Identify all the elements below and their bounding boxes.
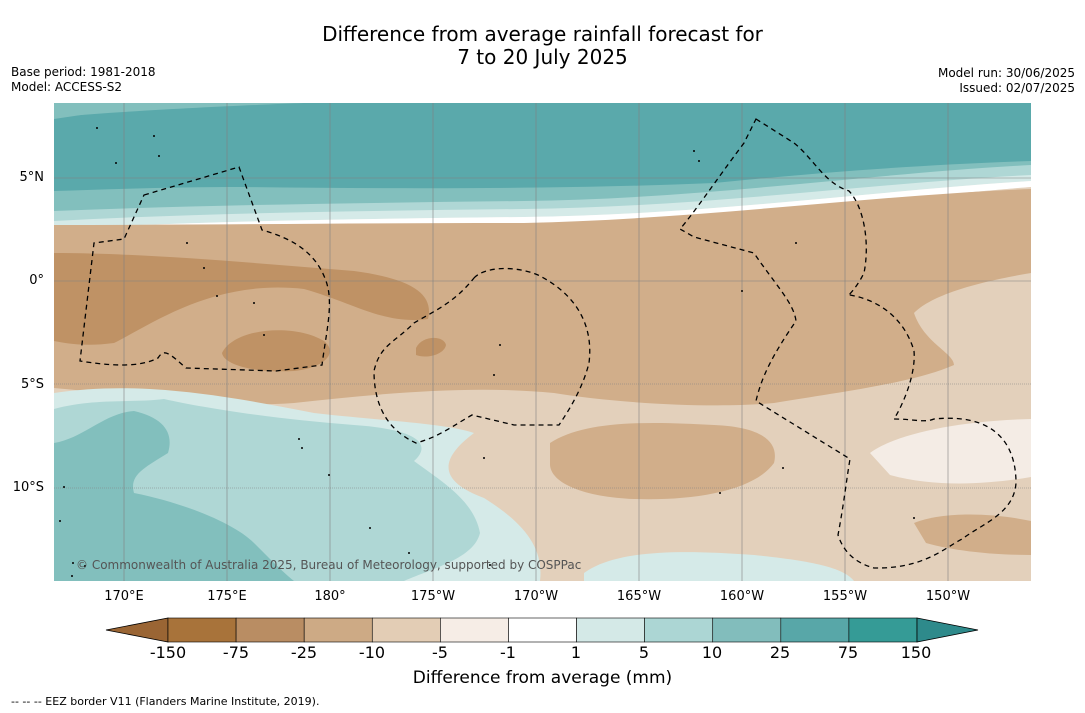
rainfall-anomaly-map: [54, 103, 1031, 581]
model-run-text: Model run: 30/06/2025: [937, 66, 1075, 80]
wet-band-strong: [54, 103, 1031, 191]
colorbar-tick: -25: [290, 643, 318, 662]
colorbar-bin: [712, 617, 782, 643]
colorbar-bin: [848, 617, 918, 643]
eez-legend-footer: -- -- -- EEZ border V11 (Flanders Marine…: [11, 695, 320, 708]
dry-faint-east: [870, 419, 1031, 484]
eez-west: [79, 166, 331, 372]
lon-label-175e: 175°E: [207, 589, 247, 604]
lat-label-10s: 10°S: [12, 480, 44, 495]
lon-label-150w: 150°W: [925, 589, 971, 604]
gridlines: [54, 103, 1031, 581]
colorbar-bin: [780, 617, 850, 643]
wet-south-patch: [584, 552, 854, 581]
lon-label-180: 180°: [314, 589, 346, 604]
base-period-text: Base period: 1981-2018: [11, 65, 156, 79]
lon-label-165w: 165°W: [616, 589, 662, 604]
dry-mid-south: [549, 422, 775, 500]
lat-label-5n: 5°N: [19, 170, 45, 185]
dry-strong-blob-small: [416, 337, 446, 357]
dry-strong-zone-west: [54, 253, 430, 345]
model-text: Model: ACCESS-S2: [11, 80, 123, 94]
dry-east-patch: [914, 514, 1031, 555]
colorbar-bin: [644, 617, 714, 643]
wet-band-top-edge: [54, 103, 174, 119]
eez-northeast: [678, 118, 1017, 569]
meta-left: Base period: 1981-2018 Model: ACCESS-S2: [11, 65, 156, 95]
lon-label-155w: 155°W: [822, 589, 868, 604]
colorbar-bin: [576, 617, 645, 643]
lat-label-0: 0°: [29, 273, 44, 288]
colorbar-bin: [508, 617, 577, 643]
lon-label-170w: 170°W: [513, 589, 559, 604]
wet-south-patch-inner: [344, 561, 401, 581]
map-title-line2: 7 to 20 July 2025: [457, 45, 628, 69]
colorbar: [105, 617, 979, 643]
colorbar-tick: 5: [638, 643, 650, 662]
colorbar-under-arrow: [105, 617, 169, 643]
colorbar-label: Difference from average (mm): [412, 668, 673, 688]
colorbar-tick: -1: [500, 643, 516, 662]
colorbar-bin: [167, 617, 237, 643]
colorbar-tick: 75: [837, 643, 859, 662]
colorbar-tick: 10: [701, 643, 723, 662]
issued-text: Issued: 02/07/2025: [959, 81, 1075, 95]
islands: [59, 127, 915, 577]
meta-right: Model run: 30/06/2025 Issued: 02/07/2025: [938, 66, 1075, 96]
colorbar-tick: 1: [570, 643, 582, 662]
colorbar-bin: [303, 617, 373, 643]
colorbar-tick: -75: [222, 643, 250, 662]
lat-label-5s: 5°S: [20, 377, 44, 392]
dry-strong-blob: [222, 330, 330, 372]
lon-label-175w: 175°W: [410, 589, 456, 604]
eez-borders: [79, 118, 1017, 569]
colorbar-tick: -10: [358, 643, 386, 662]
eez-central: [373, 267, 591, 444]
wet-southwest-inner: [339, 454, 366, 466]
map-title-line1: Difference from average rainfall forecas…: [322, 22, 763, 46]
colorbar-tick: 25: [769, 643, 791, 662]
lon-label-170e: 170°E: [104, 589, 144, 604]
wet-southwest-mid: [54, 411, 294, 581]
copyright-text: © Commonwealth of Australia 2025, Bureau…: [76, 558, 582, 572]
colorbar-tick: 150: [900, 643, 932, 662]
lon-label-160w: 160°W: [719, 589, 765, 604]
colorbar-bin: [235, 617, 305, 643]
colorbar-tick: -5: [432, 643, 448, 662]
colorbar-bins: [167, 617, 918, 643]
colorbar-bin: [440, 617, 509, 643]
colorbar-bin: [371, 617, 441, 643]
colorbar-tick: -150: [149, 643, 187, 662]
colorbar-over-arrow: [916, 617, 979, 643]
